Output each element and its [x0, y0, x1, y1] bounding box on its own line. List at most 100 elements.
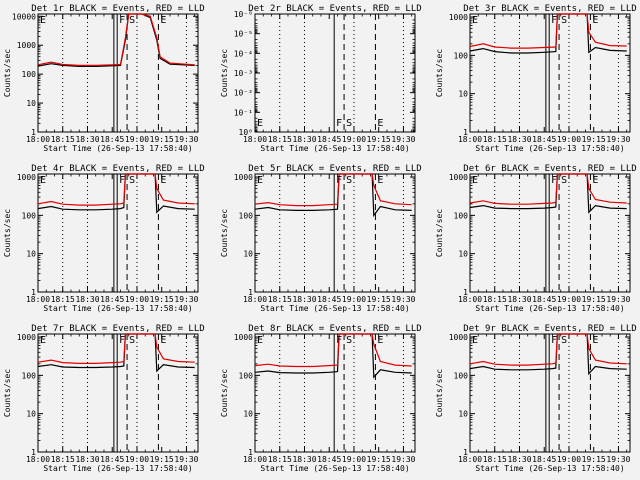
x-tick-label: 18:15 [268, 135, 292, 144]
panel-title: Det 1r BLACK = Events, RED = LLD [31, 4, 204, 14]
x-tick-label: 18:15 [268, 295, 292, 304]
y-tick-label: 10⁰ [239, 128, 253, 137]
interval-marker: S [346, 118, 352, 129]
y-tick-label: 1 [463, 288, 468, 297]
y-tick-label: 10⁻⁶ [234, 10, 253, 19]
y-tick-label: 10 [26, 99, 36, 108]
interval-marker: E [592, 335, 598, 346]
y-axis-label: Counts/sec [220, 209, 229, 257]
events-series-line [37, 173, 195, 214]
x-tick-label: 19:00 [125, 455, 149, 464]
x-tick-label: 19:00 [125, 295, 149, 304]
x-tick-label: 18:45 [532, 295, 556, 304]
interval-marker: S [346, 335, 352, 346]
x-tick-label: 19:15 [582, 455, 606, 464]
interval-marker: F [119, 15, 125, 26]
y-tick-label: 10 [26, 250, 36, 259]
x-tick-label: 18:45 [532, 455, 556, 464]
x-tick-label: 18:15 [51, 135, 75, 144]
x-axis-label: Start Time (26-Sep-13 17:58:40) [475, 304, 624, 313]
detector-panel: Det 7r BLACK = Events, RED = LLD 1 10 100 10… [3, 324, 205, 473]
x-tick-label: 19:15 [150, 135, 174, 144]
interval-marker: E [377, 118, 383, 129]
y-tick-label: 1000 [17, 173, 36, 182]
x-tick-label: 19:15 [367, 455, 391, 464]
x-tick-label: 18:45 [317, 135, 341, 144]
y-tick-label: 100 [239, 211, 254, 220]
panel-title: Det 9r BLACK = Events, RED = LLD [463, 324, 636, 334]
x-tick-label: 18:00 [243, 135, 267, 144]
x-tick-label: 19:00 [342, 455, 366, 464]
y-tick-label: 1 [463, 128, 468, 137]
x-tick-label: 18:30 [507, 135, 531, 144]
plot-frame [469, 173, 631, 293]
x-tick-label: 18:00 [26, 295, 50, 304]
interval-marker: E [40, 175, 46, 186]
y-tick-label: 100 [454, 211, 469, 220]
y-tick-label: 10 [243, 410, 253, 419]
x-tick-label: 19:15 [582, 135, 606, 144]
panel-title: Det 5r BLACK = Events, RED = LLD [248, 164, 421, 174]
interval-marker: F [551, 15, 557, 26]
y-tick-label: 100 [22, 371, 37, 380]
plot-frame [469, 13, 631, 133]
interval-marker: E [472, 175, 478, 186]
x-tick-label: 18:00 [26, 135, 50, 144]
x-tick-label: 18:00 [26, 455, 50, 464]
x-tick-label: 19:15 [582, 295, 606, 304]
lld-series-line [37, 173, 195, 206]
x-tick-label: 18:45 [532, 135, 556, 144]
x-tick-label: 18:45 [100, 135, 124, 144]
lld-series-line [254, 173, 412, 207]
detector-panel: Det 9r BLACK = Events, RED = LLD 1 10 100 10… [435, 324, 637, 473]
y-tick-label: 10000 [12, 12, 36, 21]
x-tick-label: 18:30 [75, 455, 99, 464]
panel-title: Det 8r BLACK = Events, RED = LLD [248, 324, 421, 334]
interval-marker: E [257, 118, 263, 129]
events-series-line [469, 13, 627, 54]
interval-marker: S [561, 175, 567, 186]
y-axis-label: Counts/sec [3, 49, 12, 97]
y-tick-label: 1 [248, 288, 253, 297]
x-axis-label: Start Time (26-Sep-13 17:58:40) [475, 464, 624, 473]
events-series-line [37, 333, 195, 373]
interval-marker: E [377, 175, 383, 186]
y-tick-label: 10⁻³ [234, 69, 253, 78]
y-tick-label: 1 [463, 448, 468, 457]
x-tick-label: 19:15 [367, 295, 391, 304]
y-tick-label: 1000 [234, 173, 253, 182]
y-tick-label: 10 [458, 250, 468, 259]
x-tick-label: 18:15 [483, 295, 507, 304]
detector-panel: Det 1r BLACK = Events, RED = LLD 1 10 100 10… [3, 4, 205, 153]
y-axis-label: Counts/sec [435, 209, 444, 257]
x-tick-label: 18:30 [75, 135, 99, 144]
lld-series-line [37, 333, 195, 364]
events-series-line [254, 333, 412, 379]
x-tick-label: 19:30 [606, 455, 630, 464]
detector-panel: Det 8r BLACK = Events, RED = LLD 1 10 100 10… [220, 324, 422, 473]
panel-title: Det 6r BLACK = Events, RED = LLD [463, 164, 636, 174]
y-tick-label: 100 [454, 371, 469, 380]
y-tick-label: 10⁻¹ [234, 108, 253, 117]
y-tick-label: 1 [248, 448, 253, 457]
x-tick-label: 18:15 [483, 455, 507, 464]
x-tick-label: 19:30 [606, 135, 630, 144]
events-series-line [254, 173, 412, 218]
interval-marker: E [40, 335, 46, 346]
x-tick-label: 18:30 [75, 295, 99, 304]
interval-marker: E [472, 335, 478, 346]
y-tick-label: 1000 [449, 13, 468, 22]
x-tick-label: 19:00 [125, 135, 149, 144]
lld-series-line [254, 333, 412, 368]
y-tick-label: 100 [22, 211, 37, 220]
lld-series-line [469, 173, 627, 205]
x-tick-label: 19:30 [606, 295, 630, 304]
interval-marker: E [40, 15, 46, 26]
y-tick-label: 10⁻⁴ [234, 49, 253, 58]
x-tick-label: 19:00 [557, 135, 581, 144]
panel-title: Det 4r BLACK = Events, RED = LLD [31, 164, 204, 174]
interval-marker: E [472, 15, 478, 26]
interval-marker: F [336, 335, 342, 346]
panel-title: Det 7r BLACK = Events, RED = LLD [31, 324, 204, 334]
